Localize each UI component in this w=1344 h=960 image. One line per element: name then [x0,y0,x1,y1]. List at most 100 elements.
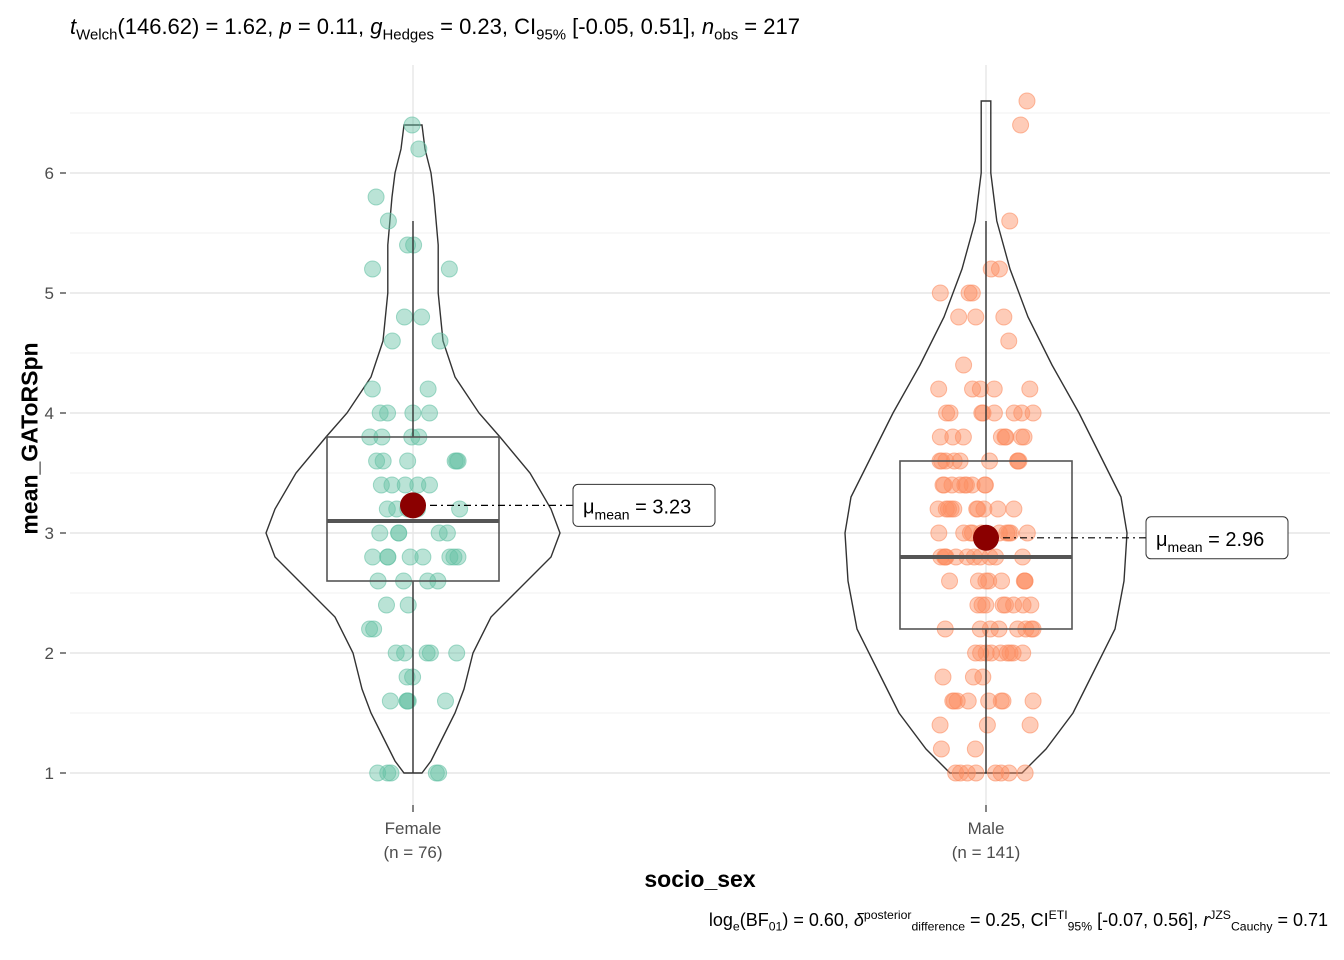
data-point [361,620,379,638]
data-point [436,692,454,710]
data-point [1016,764,1034,782]
data-point [390,524,408,542]
data-point [379,212,397,230]
data-point [368,452,386,470]
data-point [419,380,437,398]
data-point [939,500,957,518]
data-point [958,764,976,782]
data-point [998,644,1016,662]
data-point [1005,404,1023,422]
data-point [364,548,382,566]
data-point [1021,716,1039,734]
data-point [978,716,996,734]
data-point [998,524,1016,542]
data-point [1005,500,1023,518]
data-point [931,284,949,302]
y-tick-label: 1 [45,764,54,783]
data-point [992,644,1010,662]
data-point [971,380,989,398]
data-point [941,404,959,422]
data-point [1004,644,1022,662]
data-point [1018,524,1036,542]
data-point [374,452,392,470]
data-point [959,692,977,710]
data-point [371,524,389,542]
data-point [931,428,949,446]
data-point [363,380,381,398]
data-point [414,548,432,566]
data-point [995,308,1013,326]
data-point [1016,572,1034,590]
data-point [398,692,416,710]
data-point [1018,92,1036,110]
data-point [420,476,438,494]
data-point [401,548,419,566]
data-point [993,572,1011,590]
data-point [947,764,965,782]
data-point [957,476,975,494]
x-axis-label: socio_sex [644,866,756,892]
data-point [955,356,973,374]
x-tick-label: Female [385,819,442,838]
boxplots [326,221,1073,773]
data-point [969,572,987,590]
data-point [1000,332,1018,350]
data-point [963,476,981,494]
data-point [972,644,990,662]
data-point [378,500,396,518]
data-point [369,764,387,782]
data-point [403,116,421,134]
stats-subtitle: tWelch(146.62) = 1.62, p = 0.11, gHedges… [70,14,800,44]
data-point [976,476,994,494]
box-male [899,460,1073,630]
data-point [445,548,463,566]
data-point [396,476,414,494]
data-point [413,308,431,326]
x-tick-count: (n = 76) [383,843,442,862]
jitter-points [361,92,1042,782]
data-point [1014,596,1032,614]
x-tick-label: Male [968,819,1005,838]
data-point [977,572,995,590]
data-point [448,452,466,470]
data-point [980,692,998,710]
data-point [382,764,400,782]
data-point [410,140,428,158]
data-point [364,260,382,278]
data-point [365,620,383,638]
data-point [974,404,992,422]
y-tick-label: 3 [45,524,54,543]
data-point [448,644,466,662]
data-point [967,764,985,782]
data-point [967,308,985,326]
mean-point [400,492,426,519]
mean-point [973,524,999,551]
data-point [367,188,385,206]
data-point [935,476,953,494]
data-point [409,476,427,494]
gridlines [70,65,1330,805]
data-point [932,740,950,758]
data-point [418,644,436,662]
mean-markers: μmean = 3.23 μmean = 2.96 [400,483,1289,560]
data-point [941,572,959,590]
y-tick-label: 2 [45,644,54,663]
bayes-caption: loge(BF01) = 0.60, δposteriordifference … [708,908,1328,934]
data-point [383,332,401,350]
data-point [930,380,948,398]
data-point [421,404,439,422]
data-point [1001,212,1019,230]
mean-label-box [1145,516,1289,560]
data-point [951,476,969,494]
data-point [371,404,389,422]
data-point [950,308,968,326]
data-point [372,476,390,494]
data-point [963,284,981,302]
data-point [944,428,962,446]
data-point [1024,692,1042,710]
data-point [449,548,467,566]
data-point [430,764,448,782]
data-point [987,764,1005,782]
data-point [451,500,469,518]
data-point [931,716,949,734]
